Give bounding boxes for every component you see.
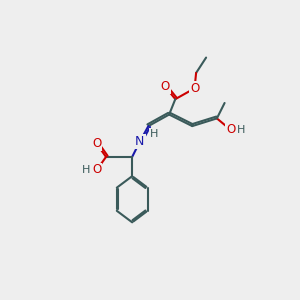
Text: O: O [226, 123, 236, 136]
Text: H: H [150, 129, 158, 139]
Text: H: H [82, 165, 91, 175]
Text: O: O [92, 164, 101, 176]
Text: O: O [190, 82, 199, 95]
Text: H: H [82, 165, 91, 175]
Text: O: O [92, 137, 101, 150]
Text: H: H [237, 125, 245, 135]
Text: O: O [161, 80, 170, 93]
Text: N: N [135, 135, 145, 148]
